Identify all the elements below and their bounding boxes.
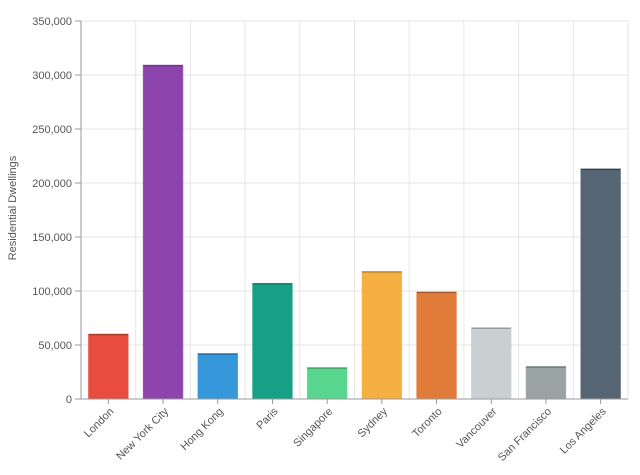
x-tick-label: Sydney — [356, 405, 391, 440]
bar-london[interactable] — [88, 333, 129, 400]
y-tick-label: 100,000 — [32, 286, 72, 298]
x-tick-label: Hong Kong — [178, 406, 225, 453]
y-tick-label: 300,000 — [32, 70, 72, 82]
x-tick-label: Vancouver — [454, 405, 499, 450]
y-tick-label: 50,000 — [38, 340, 72, 352]
x-tick-label: London — [82, 406, 116, 440]
y-tick-label: 350,000 — [32, 16, 72, 28]
x-tick-label: Paris — [254, 405, 281, 432]
x-tick-label: San Francisco — [496, 406, 554, 464]
y-tick-label: 0 — [66, 394, 72, 406]
bar-toronto[interactable] — [416, 291, 457, 400]
y-axis-title: Residential Dwellings — [7, 155, 19, 260]
x-tick-label: Toronto — [410, 406, 444, 440]
bar-sydney[interactable] — [361, 271, 403, 400]
x-tick-label: Los Angeles — [558, 405, 609, 456]
bar-hong-kong[interactable] — [197, 353, 238, 400]
y-axis-ticks: 0 50,000 100,000 150,000 200,000 250,000 300,0… — [32, 16, 81, 406]
bar-san-francisco[interactable] — [525, 366, 567, 400]
bars — [88, 64, 621, 400]
y-tick-label: 250,000 — [32, 124, 72, 136]
bar-singapore[interactable] — [306, 367, 348, 400]
y-tick-label: 200,000 — [32, 178, 72, 190]
x-tick-label: Singapore — [291, 406, 335, 450]
x-tick-label: New York City — [114, 405, 171, 462]
bar-paris[interactable] — [252, 282, 293, 400]
bar-vancouver[interactable] — [471, 327, 512, 400]
bar-los-angeles[interactable] — [580, 168, 621, 400]
y-tick-label: 150,000 — [32, 232, 72, 244]
bar-new-york-city[interactable] — [142, 64, 184, 400]
